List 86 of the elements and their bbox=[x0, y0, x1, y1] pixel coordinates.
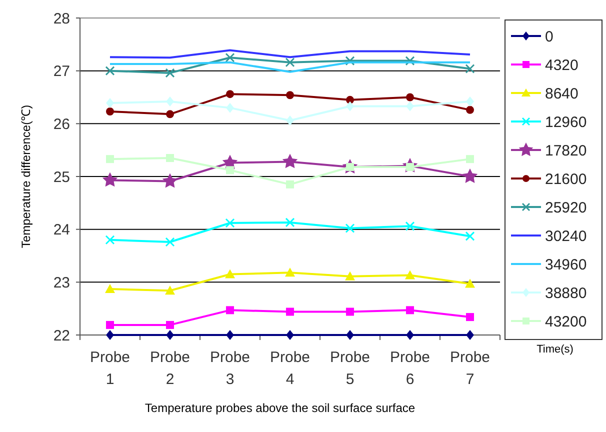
point bbox=[406, 101, 414, 112]
point bbox=[346, 308, 354, 316]
point bbox=[225, 52, 235, 62]
point bbox=[405, 221, 415, 231]
point bbox=[346, 330, 354, 340]
point bbox=[285, 218, 295, 228]
legend-label: 12960 bbox=[545, 114, 587, 131]
point bbox=[406, 306, 414, 314]
point bbox=[466, 106, 474, 114]
point bbox=[405, 56, 415, 66]
point bbox=[226, 166, 234, 174]
legend-label: 8640 bbox=[545, 85, 578, 102]
x-tick-label: Probe 1 bbox=[90, 349, 130, 388]
x-tick-label: Probe 3 bbox=[210, 349, 250, 388]
point bbox=[106, 108, 114, 116]
legend-label: 34960 bbox=[545, 256, 587, 274]
point bbox=[406, 330, 414, 340]
legend-label: 17820 bbox=[545, 142, 587, 160]
point bbox=[285, 58, 295, 68]
point bbox=[466, 313, 474, 322]
point bbox=[106, 155, 114, 164]
point bbox=[282, 154, 298, 168]
point bbox=[465, 278, 475, 288]
y-tick-label: 23 bbox=[53, 274, 70, 292]
legend-label: 30240 bbox=[545, 228, 587, 245]
legend-label: 21600 bbox=[545, 170, 587, 188]
point bbox=[285, 268, 295, 277]
x-tick-label: Probe 5 bbox=[330, 349, 370, 388]
legend-label: 38880 bbox=[545, 284, 587, 302]
point bbox=[102, 172, 118, 187]
y-tick-label: 28 bbox=[53, 10, 70, 28]
x-tick-label: Probe 7 bbox=[450, 349, 490, 388]
point bbox=[346, 101, 354, 112]
point bbox=[345, 271, 355, 280]
legend-label: 25920 bbox=[545, 199, 587, 216]
y-tick-label: 25 bbox=[53, 168, 70, 186]
point bbox=[106, 330, 114, 340]
legend-label: 43200 bbox=[545, 313, 587, 330]
point bbox=[105, 66, 115, 76]
y-tick-label: 22 bbox=[53, 327, 70, 344]
point bbox=[405, 270, 415, 280]
point bbox=[165, 237, 175, 247]
point bbox=[286, 115, 294, 126]
point bbox=[166, 110, 174, 118]
point bbox=[105, 235, 115, 245]
x-tick-label: Probe 6 bbox=[390, 349, 430, 388]
y-tick-label: 26 bbox=[53, 116, 70, 133]
point bbox=[162, 173, 178, 188]
legend-title: Time(s) bbox=[536, 344, 574, 356]
point bbox=[165, 286, 175, 295]
point bbox=[345, 56, 355, 66]
point bbox=[165, 68, 175, 78]
x-tick-label: Probe 2 bbox=[150, 349, 190, 388]
y-tick-label: 27 bbox=[53, 63, 70, 80]
point bbox=[466, 330, 474, 340]
point bbox=[466, 96, 474, 106]
point bbox=[226, 330, 234, 340]
point bbox=[286, 308, 294, 316]
point bbox=[226, 306, 234, 314]
point bbox=[406, 93, 414, 102]
point bbox=[465, 231, 475, 241]
point bbox=[166, 154, 174, 162]
point bbox=[466, 155, 474, 164]
point bbox=[166, 320, 174, 329]
y-axis-title: Temperature difference(℃) bbox=[19, 104, 33, 248]
legend-label: 4320 bbox=[545, 56, 578, 74]
point bbox=[286, 91, 294, 100]
point bbox=[226, 90, 234, 98]
y-tick-label: 24 bbox=[53, 222, 70, 239]
x-tick-label: Probe 4 bbox=[270, 349, 310, 388]
point bbox=[106, 320, 114, 329]
point bbox=[286, 330, 294, 340]
point bbox=[465, 64, 475, 74]
x-axis-title: Temperature probes above the soil surface surface bbox=[144, 401, 416, 415]
point bbox=[286, 180, 294, 188]
point bbox=[345, 224, 355, 234]
legend-label: 0 bbox=[545, 28, 554, 46]
point bbox=[166, 96, 174, 106]
point bbox=[225, 218, 235, 228]
point bbox=[106, 98, 114, 108]
line-series bbox=[109, 49, 471, 59]
point bbox=[226, 102, 234, 113]
point bbox=[462, 168, 478, 183]
point bbox=[225, 269, 235, 278]
point bbox=[105, 284, 115, 294]
point bbox=[166, 330, 174, 340]
